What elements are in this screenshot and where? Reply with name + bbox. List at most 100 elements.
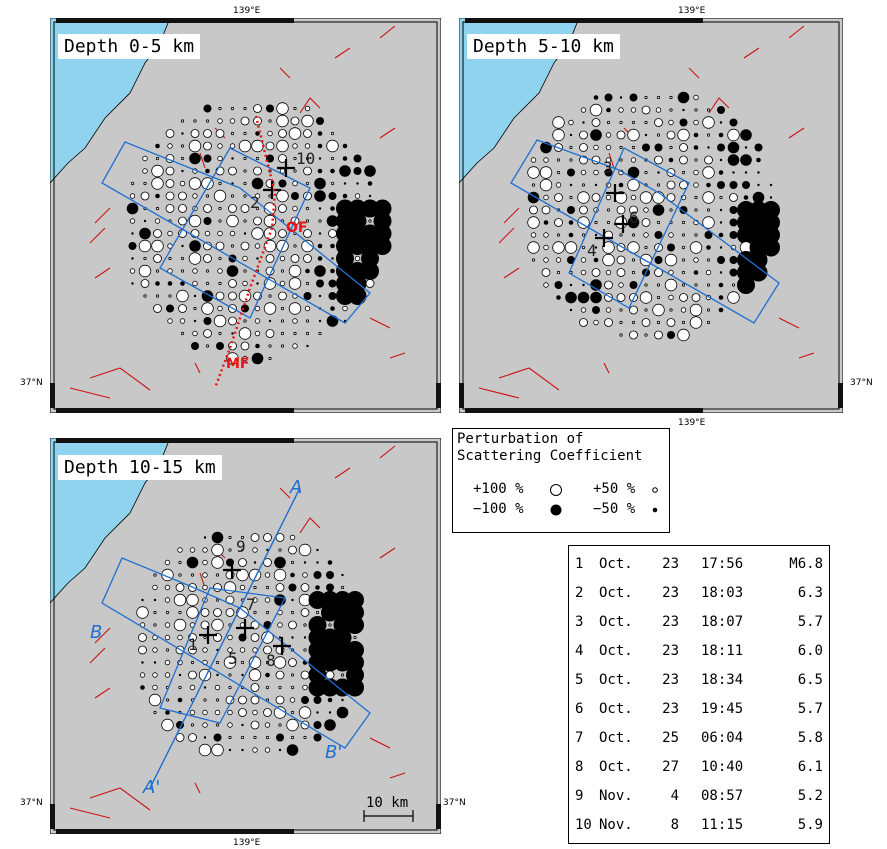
scatter-mark-negative: [729, 206, 738, 214]
scatter-mark-positive: [630, 157, 637, 163]
fault-model-box: [101, 557, 371, 749]
scatter-mark-positive: [215, 241, 225, 251]
scatter-mark-positive: [253, 735, 257, 740]
scatter-mark-positive: [228, 548, 232, 552]
scatter-mark-negative: [719, 246, 723, 249]
scatter-mark-positive: [530, 232, 537, 238]
scatter-mark-positive: [268, 119, 272, 123]
scatter-mark-positive: [217, 305, 223, 312]
section-line-a: [149, 487, 301, 789]
scatter-mark-positive: [229, 143, 236, 149]
scatter-mark-positive: [693, 119, 699, 126]
frame-bar: [56, 18, 294, 23]
section-label-a: A: [289, 477, 302, 498]
scatter-mark-positive: [641, 318, 651, 327]
scatter-mark-negative: [693, 132, 699, 138]
scatter-mark-positive: [239, 647, 246, 653]
scatter-mark-negative: [308, 628, 327, 647]
scatter-mark-positive: [681, 320, 686, 325]
event-month: Nov.: [599, 817, 633, 833]
scatter-mark-negative: [752, 191, 765, 204]
scatter-mark-positive: [164, 597, 171, 603]
event-day: 23: [662, 585, 679, 601]
scatter-mark-positive: [279, 255, 286, 262]
scatter-mark-negative: [321, 603, 339, 622]
scatter-mark-negative: [740, 154, 752, 166]
scatter-mark-negative: [348, 199, 367, 218]
scatter-mark-positive: [664, 278, 678, 292]
scatter-mark-negative: [333, 653, 352, 672]
scatter-mark-positive: [278, 154, 287, 163]
scatter-mark-negative: [243, 232, 247, 235]
epicenter-cross: [199, 626, 217, 644]
scatter-mark-negative: [364, 165, 376, 177]
scatter-mark-negative: [291, 598, 294, 602]
scatter-mark-positive: [288, 277, 302, 290]
scatter-mark-positive: [303, 129, 312, 138]
scatter-mark-negative: [361, 237, 379, 255]
scatter-mark-positive: [644, 283, 648, 287]
scatter-mark-positive: [264, 597, 271, 603]
scatter-mark-positive: [315, 610, 320, 615]
scatter-mark-positive: [228, 204, 237, 213]
scatter-mark-positive: [254, 243, 261, 249]
scatter-mark-negative: [303, 636, 307, 639]
scatter-mark-positive: [305, 281, 310, 286]
scatter-mark-positive: [276, 189, 289, 203]
scatter-mark-negative: [762, 238, 780, 257]
scatter-mark-positive: [293, 156, 297, 161]
scatter-mark-positive: [230, 194, 235, 198]
scatter-mark-positive: [531, 258, 536, 262]
scatter-mark-positive: [302, 572, 308, 578]
legend-title-line2: Scattering Coefficient: [457, 448, 643, 464]
scatter-mark-positive: [619, 320, 623, 325]
scatter-mark-positive: [268, 356, 272, 361]
scatter-mark-positive: [228, 291, 237, 301]
scatter-mark-negative: [718, 132, 724, 138]
scatter-mark-negative: [291, 636, 294, 639]
scatter-mark-positive: [265, 735, 270, 740]
scatter-mark-negative: [629, 281, 638, 289]
scatter-mark-positive: [631, 320, 636, 325]
scatter-mark-negative: [693, 270, 699, 275]
event-time: 10:40: [701, 759, 744, 775]
scatter-mark-positive: [289, 534, 296, 541]
scatter-mark-positive: [288, 658, 297, 667]
scatter-mark-positive: [265, 660, 270, 665]
event-day: 27: [662, 759, 679, 775]
scatter-mark-negative: [341, 573, 344, 577]
event-day: 23: [662, 672, 679, 688]
scatter-mark-positive: [277, 622, 283, 628]
scale-bar-label: 10 km: [366, 795, 409, 811]
scatter-mark-positive: [217, 268, 223, 274]
scatter-mark-positive: [242, 355, 248, 362]
fault-trace: [498, 227, 515, 244]
scatter-mark-negative: [336, 224, 354, 243]
scatter-mark-positive: [303, 254, 312, 263]
scatter-mark-positive: [629, 330, 638, 340]
scatter-mark-positive: [215, 573, 220, 577]
scatter-mark-positive: [223, 656, 237, 669]
scatter-mark-positive: [593, 319, 599, 326]
scatter-mark-positive: [243, 106, 247, 111]
scatter-mark-positive: [218, 106, 222, 111]
frame-bar: [56, 438, 294, 443]
event-row: 6 Oct. 23 19:45 5.7: [569, 697, 829, 723]
scatter-mark-positive: [290, 710, 295, 715]
scatter-mark-positive: [681, 270, 686, 275]
scatter-mark-negative: [679, 206, 688, 214]
scatter-mark-negative: [346, 641, 364, 659]
scatter-mark-negative: [313, 721, 322, 729]
scatter-mark-positive: [619, 145, 623, 150]
scatter-mark-positive: [129, 268, 136, 274]
event-number: 8: [266, 651, 276, 670]
scatter-mark-positive: [729, 193, 738, 202]
scatter-mark-positive: [250, 683, 260, 692]
scatter-mark-negative: [368, 194, 372, 198]
scatter-mark-negative: [313, 696, 322, 704]
scatter-mark-positive: [203, 635, 207, 640]
scatter-mark-negative: [593, 95, 599, 100]
event-mag: 5.7: [797, 701, 823, 717]
scatter-mark-negative: [682, 108, 685, 112]
event-row: 8 Oct. 27 10:40 6.1: [569, 755, 829, 781]
